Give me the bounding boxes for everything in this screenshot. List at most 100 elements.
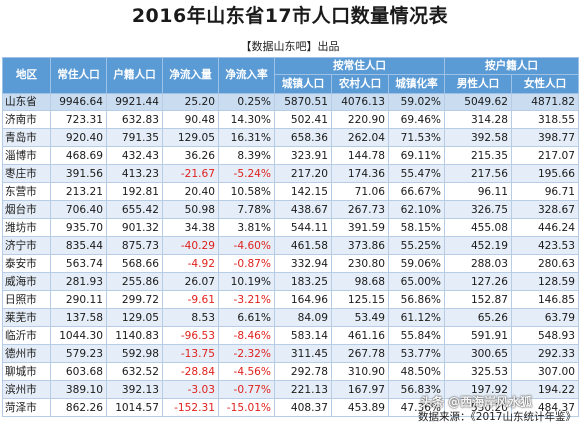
female-cell: 484.37 [511,398,580,417]
table-row: 东营市 213.21 192.81 20.40 10.58% 142.15 71.06 66.… [2,182,580,201]
urban-cell: 84.09 [274,308,332,327]
male-cell: 127.26 [444,272,513,291]
table-row: 滨州市 389.10 392.13 -3.03 -0.77% 221.13 167.97 56… [2,380,580,399]
province-female: 4871.82 [511,93,580,111]
female-cell: 398.77 [511,128,580,147]
household-cell: 1014.57 [106,398,163,417]
city-name: 德州市 [2,344,51,363]
urbanization-cell: 62.10% [387,200,446,219]
net-inflow-cell: -152.31 [162,398,219,417]
urbanization-cell: 55.25% [387,236,446,255]
net-inflow-cell: -9.61 [162,290,219,309]
net-inflow-rate-cell: -3.21% [218,290,275,309]
resident-cell: 137.58 [50,308,107,327]
net-inflow-rate-cell: -4.60% [218,236,275,255]
urban-cell: 311.45 [274,344,332,363]
male-cell: 217.56 [444,164,513,183]
net-inflow-rate-cell: 6.61% [218,308,275,327]
table-row: 济宁市 835.44 875.73 -40.29 -4.60% 461.58 373.86 5… [2,236,580,255]
male-cell: 314.28 [444,110,513,129]
male-cell: 452.19 [444,236,513,255]
female-cell: 217.07 [511,146,580,165]
city-name: 莱芜市 [2,308,51,327]
rural-cell: 310.90 [331,362,389,381]
female-cell: 292.33 [511,344,580,363]
net-inflow-cell: -13.75 [162,344,219,363]
urbanization-cell: 61.12% [387,308,446,327]
female-cell: 96.71 [511,182,580,201]
resident-cell: 579.23 [50,344,107,363]
urban-cell: 323.91 [274,146,332,165]
household-cell: 255.86 [106,272,163,291]
header-resident: 常住人口 [50,57,107,94]
rural-cell: 125.15 [331,290,389,309]
female-cell: 446.24 [511,218,580,237]
header-net-inflow-rate: 净流入率 [218,57,275,94]
rural-cell: 174.36 [331,164,389,183]
urbanization-cell: 59.06% [387,254,446,273]
net-inflow-cell: 8.53 [162,308,219,327]
female-cell: 307.00 [511,362,580,381]
female-cell: 548.93 [511,326,580,345]
household-cell: 901.32 [106,218,163,237]
urban-cell: 217.20 [274,164,332,183]
household-cell: 392.13 [106,380,163,399]
household-cell: 432.43 [106,146,163,165]
population-table: 地区 常住人口 户籍人口 净流入量 净流入率 按常住人口 按户籍人口 城镇人口 … [2,57,580,417]
rural-cell: 267.73 [331,200,389,219]
city-name: 济南市 [2,110,51,129]
province-row: 山东省 9946.64 9921.44 25.20 0.25% 5870.51 … [2,93,580,111]
rural-cell: 167.97 [331,380,389,399]
net-inflow-rate-cell: -4.56% [218,362,275,381]
province-rural: 4076.13 [331,93,389,111]
female-cell: 128.59 [511,272,580,291]
header-group-household: 按户籍人口 [444,57,580,75]
table-row: 济南市 723.31 632.83 90.48 14.30% 502.41 220.90 69… [2,110,580,129]
city-name: 淄博市 [2,146,51,165]
rural-cell: 71.06 [331,182,389,201]
resident-cell: 281.93 [50,272,107,291]
province-net-inflow: 25.20 [162,93,219,111]
table-row: 威海市 281.93 255.86 26.07 10.19% 183.25 98.68 65.… [2,272,580,291]
resident-cell: 603.68 [50,362,107,381]
male-cell: 215.35 [444,146,513,165]
resident-cell: 468.69 [50,146,107,165]
rural-cell: 373.86 [331,236,389,255]
female-cell: 318.55 [511,110,580,129]
urbanization-cell: 55.84% [387,326,446,345]
rural-cell: 262.04 [331,128,389,147]
net-inflow-rate-cell: -0.77% [218,380,275,399]
household-cell: 592.98 [106,344,163,363]
urban-cell: 221.13 [274,380,332,399]
province-name: 山东省 [2,93,51,111]
net-inflow-rate-cell: 3.81% [218,218,275,237]
table-row: 日照市 290.11 299.72 -9.61 -3.21% 164.96 125.15 56… [2,290,580,309]
resident-cell: 290.11 [50,290,107,309]
data-source: 数据来源：《2017山东统计年鉴》 [418,411,576,423]
urbanization-cell: 69.11% [387,146,446,165]
household-cell: 1140.83 [106,326,163,345]
household-cell: 655.42 [106,200,163,219]
city-name: 青岛市 [2,128,51,147]
header-female: 女性人口 [511,74,580,94]
net-inflow-cell: -4.92 [162,254,219,273]
net-inflow-cell: 26.07 [162,272,219,291]
urbanization-cell: 56.86% [387,290,446,309]
urbanization-cell: 71.53% [387,128,446,147]
male-cell: 152.87 [444,290,513,309]
page-title: 2016年山东省17市人口数量情况表 [131,5,449,27]
urbanization-cell: 48.50% [387,362,446,381]
table-subtitle: 【数据山东吧】出品 [240,40,340,53]
female-cell: 146.85 [511,290,580,309]
male-cell: 326.75 [444,200,513,219]
province-urbanization: 59.02% [387,93,446,111]
male-cell: 530.20 [444,398,513,417]
city-name: 东营市 [2,182,51,201]
resident-cell: 935.70 [50,218,107,237]
household-cell: 413.23 [106,164,163,183]
net-inflow-cell: -21.67 [162,164,219,183]
header-urbanization: 城镇化率 [387,74,446,94]
net-inflow-cell: 90.48 [162,110,219,129]
rural-cell: 230.80 [331,254,389,273]
rural-cell: 144.78 [331,146,389,165]
